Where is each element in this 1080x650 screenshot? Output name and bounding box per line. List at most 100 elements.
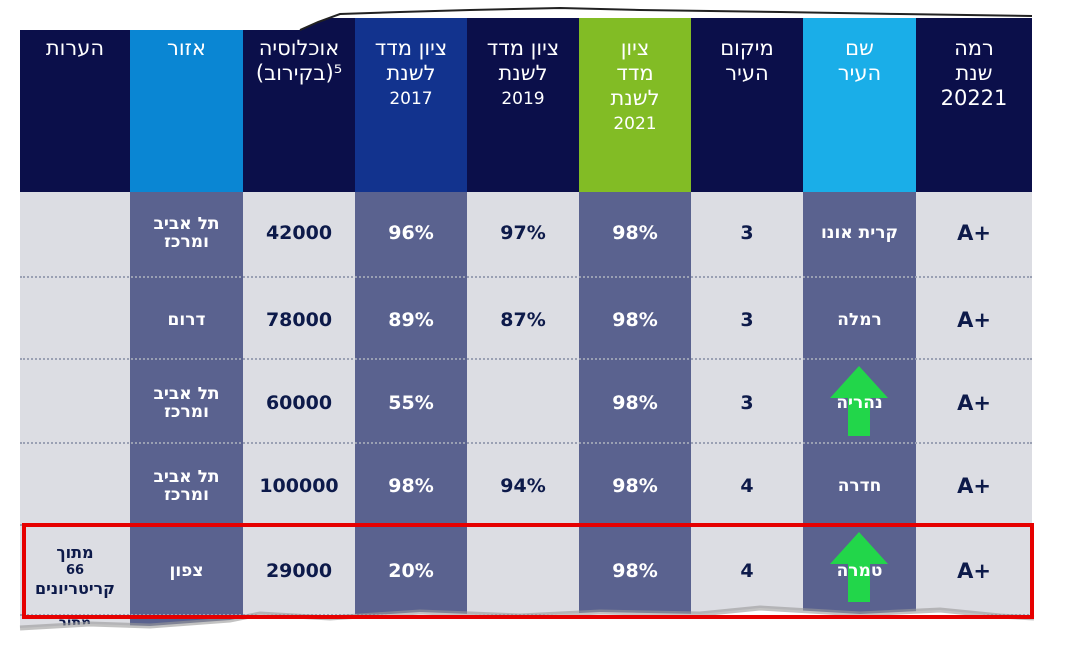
- cell-score2019: 97%: [467, 192, 579, 274]
- header-level-line: 20221: [940, 86, 1008, 110]
- header-city-line: העיר: [837, 61, 882, 85]
- cell-region: דרום: [130, 280, 243, 360]
- header-score2021-line: מדד: [616, 61, 654, 85]
- cell-city: נהריה: [803, 360, 916, 446]
- cell-score2017: 89%: [355, 280, 467, 360]
- cell-region-line: תל אביב: [153, 467, 220, 487]
- cell-notes: [20, 192, 130, 274]
- cell-city-value: חדרה: [837, 476, 882, 496]
- cell-score2021-value: 98%: [612, 560, 658, 582]
- cell-population: 29000: [243, 526, 355, 616]
- cell-population: 100000: [243, 446, 355, 526]
- cell-region-line: ומרכז: [164, 402, 209, 422]
- cell-score2017-value: 55%: [388, 392, 434, 414]
- cell-score2021: 98%: [579, 280, 691, 360]
- cell-score2021-value: 98%: [612, 309, 658, 331]
- row-separator: [20, 358, 1032, 360]
- header-score2021-line: ציון: [620, 36, 650, 60]
- header-score2017-year: 2017: [389, 89, 433, 109]
- cell-population: 78000: [243, 280, 355, 360]
- cell-city: טמרה: [803, 526, 916, 616]
- cell-score2017: 96%: [355, 192, 467, 274]
- header-region-line: אזור: [167, 36, 206, 60]
- cell-city-value: קרית אונו: [820, 223, 899, 243]
- cell-score2017: 98%: [355, 446, 467, 526]
- cell-notes: מתוך 66 קריטריונים: [20, 526, 130, 616]
- cell-region: צפון: [130, 526, 243, 616]
- row-separator: [20, 276, 1032, 278]
- header-score2021-year: 2021: [613, 114, 657, 134]
- cell-region-line: צפון: [169, 561, 204, 581]
- header-city-line: שם: [845, 36, 874, 60]
- cell-city: רמלה: [803, 280, 916, 360]
- header-score2019: ציון מדד לשנת 2019: [467, 18, 579, 192]
- cell-population-value: 42000: [265, 222, 333, 244]
- cell-level: A+: [916, 526, 1032, 616]
- header-score2019-line: לשנת: [498, 61, 548, 85]
- cell-level-value: A+: [957, 474, 991, 498]
- cell-notes-line: מתוך: [56, 543, 94, 562]
- cell-score2021-value: 98%: [612, 392, 658, 414]
- cell-level-value: A+: [957, 559, 991, 583]
- cell-region-line: ומרכז: [164, 232, 209, 252]
- header-score2021: ציון מדד לשנת 2021: [579, 18, 691, 192]
- cell-score2019-value: 87%: [500, 309, 546, 331]
- cell-rank: 3: [691, 280, 803, 360]
- cell-region-line: תל אביב: [153, 384, 220, 404]
- column-region: אזור תל אביב ומרכז דרום תל אביב ומרכז תל אביב ו…: [130, 18, 243, 630]
- cell-level: A+: [916, 280, 1032, 360]
- cell-population: 42000: [243, 192, 355, 274]
- header-level-line: שנת: [955, 61, 993, 85]
- cell-score2017-value: 96%: [388, 222, 434, 244]
- cell-city: חדרה: [803, 446, 916, 526]
- torn-top-edge: [0, 0, 1080, 40]
- header-notes-line: הערות: [45, 36, 105, 60]
- header-score2017-line: לשנת: [386, 61, 436, 85]
- column-notes: הערות מתוך 66 קריטריונים מתוך: [20, 18, 130, 630]
- cell-score2017-value: 20%: [388, 560, 434, 582]
- cell-score2019: [467, 360, 579, 446]
- cell-rank: 4: [691, 526, 803, 616]
- cell-city: קרית אונו: [803, 192, 916, 274]
- cell-rank: 3: [691, 192, 803, 274]
- cell-level-value: A+: [957, 221, 991, 245]
- header-score2019-line: ציון מדד: [486, 36, 560, 60]
- cell-city-value: רמלה: [837, 310, 882, 330]
- cell-region: תל אביב ומרכז: [130, 360, 243, 446]
- cell-city-value: טמרה: [836, 561, 883, 581]
- header-population-line: אוכלוסיה: [258, 36, 340, 60]
- header-score2017-line: ציון מדד: [374, 36, 448, 60]
- cell-score2021: 98%: [579, 446, 691, 526]
- cell-score2017-value: 98%: [388, 475, 434, 497]
- cell-score2017-value: 89%: [388, 309, 434, 331]
- cell-rank-value: 3: [740, 309, 754, 331]
- cell-notes: [20, 446, 130, 526]
- cell-score2017: 55%: [355, 360, 467, 446]
- cell-rank: 3: [691, 360, 803, 446]
- header-notes: הערות: [20, 18, 130, 192]
- cell-region-line: דרום: [167, 310, 206, 330]
- header-population: אוכלוסיה (בקירוב)⁵: [243, 18, 355, 192]
- cell-rank-value: 4: [740, 475, 754, 497]
- cell-score2021: 98%: [579, 192, 691, 274]
- column-level: רמה שנת 20221 A+ A+ A+ A+ A+: [916, 18, 1032, 630]
- cell-score2019: 94%: [467, 446, 579, 526]
- cell-rank-value: 3: [740, 392, 754, 414]
- table-sheet: רמה שנת 20221 A+ A+ A+ A+ A+ שם העיר קרית אונו רמלה…: [20, 18, 1032, 630]
- cell-rank-value: 4: [740, 560, 754, 582]
- header-score2017: ציון מדד לשנת 2017: [355, 18, 467, 192]
- cell-population-value: 78000: [265, 309, 333, 331]
- cell-level: A+: [916, 192, 1032, 274]
- column-city: שם העיר קרית אונו רמלה נהריה חדרה טמרה: [803, 18, 916, 630]
- cell-score2019-value: 94%: [500, 475, 546, 497]
- header-level-line: רמה: [954, 36, 994, 60]
- column-rank: מיקום העיר 3 3 3 4 4: [691, 18, 803, 630]
- cell-rank-value: 3: [740, 222, 754, 244]
- cell-level: A+: [916, 360, 1032, 446]
- header-population-line: (בקירוב)⁵: [255, 61, 343, 85]
- cell-population-value: 60000: [265, 392, 333, 414]
- cell-notes: [20, 280, 130, 360]
- green-up-arrow-icon: [830, 532, 888, 602]
- cell-region: תל אביב ומרכז: [130, 446, 243, 526]
- cell-level-value: A+: [957, 308, 991, 332]
